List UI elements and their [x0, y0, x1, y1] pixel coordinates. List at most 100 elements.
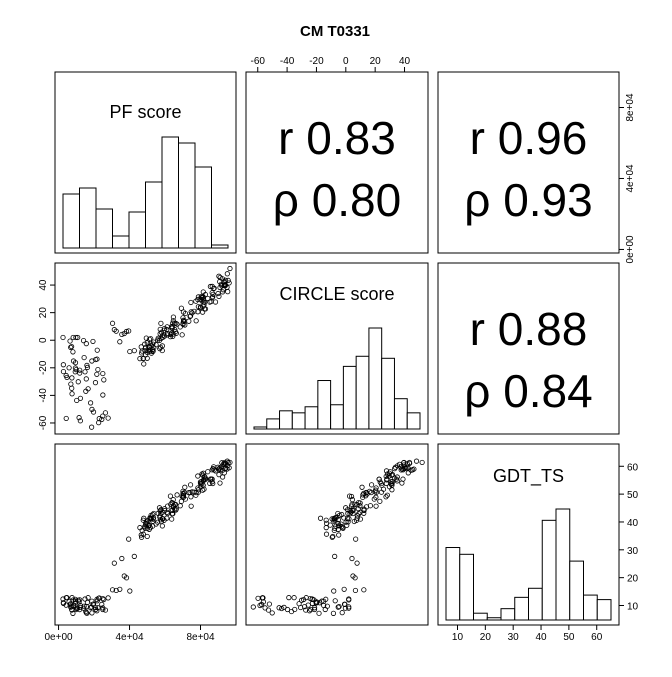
point-pf-gdt-126	[220, 474, 226, 480]
hist-gdt-bar-1	[459, 553, 474, 621]
point-pf-circle-219	[198, 295, 205, 301]
point-pf-gdt-173	[158, 507, 164, 513]
point-pf-circle-2	[100, 370, 106, 377]
point-pf-circle-154	[193, 298, 199, 304]
point-pf-circle-111	[186, 318, 192, 324]
point-pf-circle-203	[169, 325, 175, 331]
hist-circle-bar-9	[368, 327, 383, 430]
point-pf-circle-211	[211, 285, 217, 292]
point-pf-gdt-160	[164, 503, 171, 509]
point-pf-circle-49	[90, 409, 97, 415]
point-circle-gdt-49	[266, 601, 273, 607]
point-pf-circle-94	[188, 299, 194, 306]
point-pf-gdt-45	[76, 599, 82, 605]
point-pf-circle-155	[143, 344, 149, 351]
point-pf-gdt-189	[222, 462, 228, 468]
hist-circle-bar-4	[304, 406, 319, 430]
point-pf-circle-31	[105, 415, 111, 421]
point-pf-circle-135	[180, 320, 186, 326]
point-circle-gdt-208	[383, 468, 390, 474]
point-pf-gdt-178	[202, 476, 209, 482]
point-pf-gdt-197	[200, 487, 206, 493]
hist-pf-bar-7	[178, 142, 196, 249]
point-pf-gdt-174	[187, 482, 194, 488]
point-pf-circle-5	[60, 334, 66, 341]
point-pf-circle-190	[210, 294, 216, 300]
point-pf-gdt-62	[131, 553, 137, 559]
point-pf-circle-131	[224, 271, 230, 277]
point-pf-circle-170	[170, 314, 177, 320]
point-circle-gdt-54	[296, 601, 302, 607]
point-pf-gdt-208	[212, 468, 219, 474]
point-pf-circle-208	[212, 299, 219, 305]
point-pf-circle-200	[170, 333, 176, 339]
point-pf-gdt-182	[159, 523, 165, 529]
point-pf-circle-53	[70, 349, 76, 355]
point-circle-gdt-205	[329, 516, 335, 522]
point-pf-circle-127	[180, 315, 186, 321]
point-pf-circle-65	[113, 328, 119, 334]
point-pf-circle-205	[148, 350, 155, 356]
tick-label-bottom-pf-2: 8e+04	[186, 632, 215, 643]
point-pf-circle-173	[158, 335, 164, 342]
point-pf-circle-50	[67, 338, 73, 344]
point-pf-circle-32	[100, 392, 106, 398]
point-pf-circle-52	[72, 369, 78, 375]
point-circle-gdt-167	[394, 478, 400, 484]
point-circle-gdt-105	[336, 532, 342, 538]
tick-label-bottom-gdt-3: 40	[535, 632, 547, 643]
point-circle-gdt-42	[291, 595, 297, 601]
point-pf-gdt-199	[174, 492, 180, 498]
tick-label-top-circle-1: -40	[280, 56, 295, 67]
tick-label-bottom-gdt-5: 60	[591, 632, 603, 643]
tick-label-bottom-gdt-0: 10	[452, 632, 464, 643]
hist-circle-bar-6	[330, 404, 344, 430]
point-pf-gdt-58	[84, 599, 91, 605]
point-circle-gdt-219	[388, 481, 394, 487]
hist-gdt-bar-0	[445, 547, 461, 621]
tick-label-top-circle-3: 0	[343, 56, 349, 67]
point-pf-circle-217	[219, 276, 226, 282]
point-pf-gdt-14	[101, 596, 107, 603]
point-pf-circle-198	[153, 342, 159, 348]
point-pf-circle-184	[144, 340, 150, 346]
point-circle-gdt-195	[332, 525, 338, 531]
point-circle-gdt-11	[255, 595, 261, 601]
tick-label-top-circle-2: -20	[309, 56, 324, 67]
point-pf-circle-126	[220, 289, 226, 295]
point-circle-gdt-154	[384, 492, 390, 498]
point-pf-circle-177	[226, 280, 232, 286]
panel-frame-circle-circle	[245, 262, 429, 435]
corr-pf-circle-r: r 0.83	[278, 112, 396, 164]
hist-circle-bar-0	[253, 426, 268, 430]
point-pf-circle-186	[167, 334, 174, 340]
point-pf-circle-35	[80, 338, 87, 344]
corr-circle-gdt-rho: ρ 0.84	[464, 365, 592, 417]
point-pf-circle-7	[83, 341, 89, 347]
hist-circle-bar-12	[406, 412, 421, 430]
point-circle-gdt-28	[299, 597, 305, 603]
point-pf-gdt-177	[226, 465, 232, 471]
point-pf-circle-199	[174, 321, 180, 327]
point-circle-gdt-87	[392, 466, 398, 472]
point-pf-gdt-11	[96, 595, 102, 601]
point-circle-gdt-218	[378, 480, 384, 487]
tick-label-bottom-gdt-1: 20	[480, 632, 492, 643]
point-pf-circle-10	[74, 397, 80, 404]
point-circle-gdt-214	[345, 519, 351, 525]
point-pf-circle-213	[181, 317, 187, 323]
point-circle-gdt-33	[292, 606, 298, 613]
point-circle-gdt-20	[276, 605, 282, 611]
point-pf-circle-151	[216, 273, 222, 279]
point-circle-gdt-140	[343, 519, 349, 525]
point-pf-gdt-186	[167, 493, 174, 499]
tick-label-bottom-gdt-4: 50	[563, 632, 575, 643]
point-circle-gdt-158	[361, 507, 367, 513]
point-pf-gdt-47	[68, 604, 74, 610]
point-pf-circle-181	[164, 330, 171, 337]
point-pf-circle-47	[68, 344, 74, 350]
point-pf-circle-139	[138, 350, 145, 356]
point-pf-circle-137	[207, 299, 213, 305]
point-pf-gdt-61	[123, 575, 130, 581]
point-pf-circle-29	[99, 416, 105, 423]
